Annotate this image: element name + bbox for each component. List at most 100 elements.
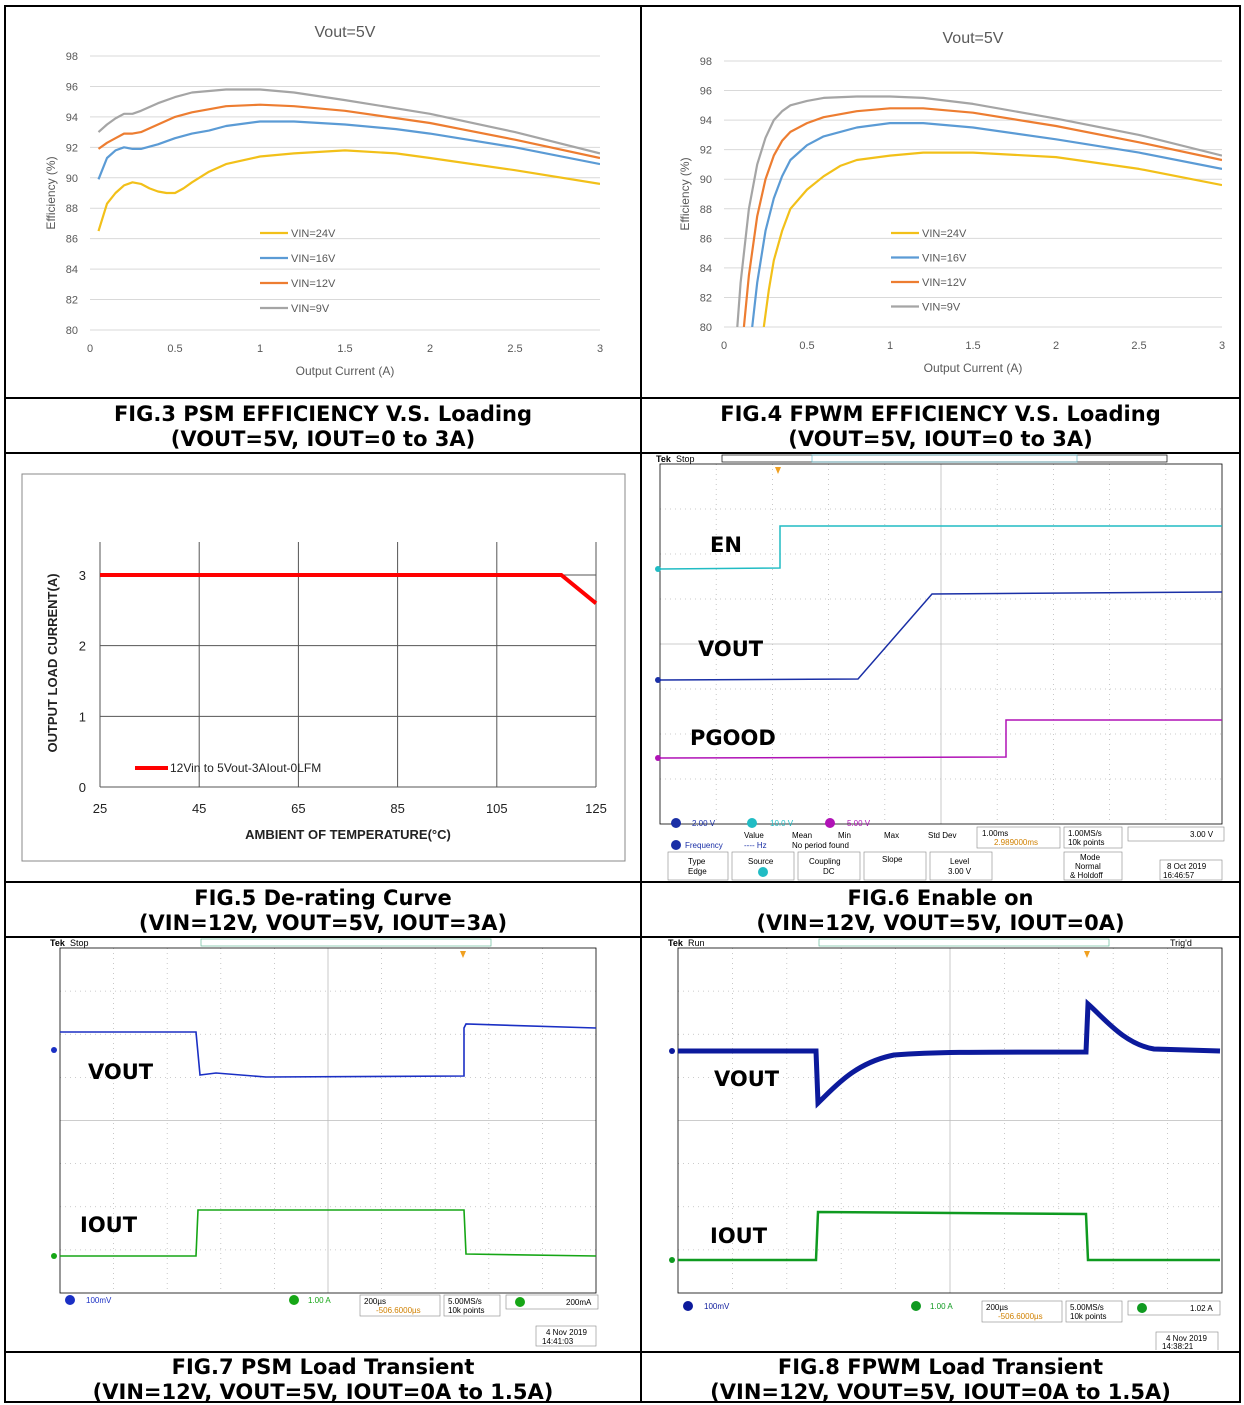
x-tick-label: 1.5 <box>965 340 980 352</box>
trigger-status: Trig'd <box>1170 938 1192 948</box>
pgood-trace <box>659 719 1222 759</box>
scope-status: Stop <box>70 938 89 948</box>
fig7-caption-line2: (VIN=12V, VOUT=5V, IOUT=0A to 1.5A) <box>92 1380 554 1404</box>
menu-slope[interactable]: Slope <box>882 855 903 864</box>
x-tick-label: 1 <box>887 340 893 352</box>
trigger-marker <box>1084 951 1090 958</box>
y-tick-label: 90 <box>700 174 712 186</box>
ch1-scale: 100mV <box>86 1296 112 1305</box>
legend-label: VIN=24V <box>922 228 967 240</box>
scope-time: 14:41:03 <box>542 1337 574 1346</box>
menu-level-value: 3.00 V <box>948 867 972 876</box>
meas-header-mean: Mean <box>792 831 812 840</box>
ch3-scale: 5.00 V <box>847 819 871 828</box>
menu-source[interactable]: Source <box>748 857 774 866</box>
label-vout: VOUT <box>88 1060 154 1084</box>
x-tick-label: 1.5 <box>337 343 352 355</box>
trigger-position: 2.989000ms <box>994 838 1038 847</box>
fig7-caption-line1: FIG.7 PSM Load Transient <box>171 1355 475 1379</box>
menu-mode[interactable]: Mode <box>1080 853 1101 862</box>
scope-date: 4 Nov 2019 <box>546 1328 587 1337</box>
y-tick-label: 82 <box>66 295 78 307</box>
series-line <box>751 121 1222 327</box>
y-tick-label: 86 <box>700 233 712 245</box>
meas-value: ---- Hz <box>744 841 767 850</box>
series-line <box>100 573 598 605</box>
scope-graticule <box>60 948 596 1293</box>
menu-mode-value-2: & Holdoff <box>1070 871 1104 880</box>
series-line <box>97 120 600 180</box>
y-tick-label: 3 <box>79 568 86 583</box>
meas-header-stddev: Std Dev <box>928 831 956 840</box>
ch4-marker <box>669 1257 675 1263</box>
series-line <box>742 107 1222 327</box>
y-tick-label: 94 <box>700 115 712 127</box>
chart-title: Vout=5V <box>943 30 1004 47</box>
y-tick-label: 92 <box>66 142 78 154</box>
x-tick-label: 2 <box>427 343 433 355</box>
vout-trace <box>659 591 1223 681</box>
x-tick-label: 85 <box>390 801 404 816</box>
meas-header-min: Min <box>838 831 851 840</box>
y-tick-label: 80 <box>66 325 78 337</box>
scope-tek-logo: Tek <box>668 938 684 948</box>
y-tick-label: 98 <box>700 56 712 68</box>
y-tick-label: 94 <box>66 112 78 124</box>
menu-coupling-value: DC <box>823 867 835 876</box>
fig6-scope-screenshot: Tek Stop EN VOUT PGOOD 2.00 V 10.0 V 5.0… <box>652 454 1232 881</box>
fig5-caption-line1: FIG.5 De-rating Curve <box>194 886 452 910</box>
y-tick-label: 0 <box>79 780 86 795</box>
scope-status: Run <box>688 938 705 948</box>
x-tick-label: 125 <box>585 801 607 816</box>
fig3-efficiency-chart: 80 82 84 86 88 90 92 94 96 98 0 0.5 1 1.5 2 2.5 3 Vout=5V… <box>10 10 636 394</box>
ch1-scale: 2.00 V <box>692 819 716 828</box>
y-tick-label: 96 <box>66 81 78 93</box>
y-tick-label: 98 <box>66 51 78 63</box>
y-tick-label: 90 <box>66 173 78 185</box>
fig5-derating-chart: 0 1 2 3 25 45 65 85 105 125 AMBIENT OF TEMPERATURE… <box>10 458 636 878</box>
x-tick-label: 45 <box>192 801 206 816</box>
label-en: EN <box>710 533 742 557</box>
ch1-marker <box>655 677 661 683</box>
sample-rate: 1.00MS/s <box>1068 829 1102 838</box>
scope-graticule <box>660 464 1222 824</box>
menu-coupling[interactable]: Coupling <box>809 857 841 866</box>
meas-header-max: Max <box>884 831 899 840</box>
ch4-marker <box>51 1253 57 1259</box>
meas-note: No period found <box>792 841 849 850</box>
trigger-level: 200mA <box>566 1298 592 1307</box>
vout-trace <box>60 1023 597 1078</box>
x-tick-label: 65 <box>291 801 305 816</box>
fig6-caption-line2: (VIN=12V, VOUT=5V, IOUT=0A) <box>756 911 1125 935</box>
legend-label: VIN=12V <box>922 277 967 289</box>
menu-type[interactable]: Type <box>688 857 706 866</box>
x-axis-label: Output Current (A) <box>296 364 395 378</box>
trigger-position: -506.6000µs <box>376 1306 421 1315</box>
timebase: 200µs <box>986 1303 1008 1312</box>
trigger-level: 1.02 A <box>1190 1304 1213 1313</box>
menu-level[interactable]: Level <box>950 857 969 866</box>
fig8-scope-screenshot: Tek Run Trig'd VOUT IOUT 100mV 1.00 A 20… <box>664 938 1224 1350</box>
scope-date: 4 Nov 2019 <box>1166 1334 1207 1343</box>
y-tick-label: 96 <box>700 86 712 98</box>
chart-frame <box>21 473 626 862</box>
y-tick-label: 82 <box>700 292 712 304</box>
iout-trace <box>678 1210 1220 1262</box>
trigger-level: 3.00 V <box>1190 830 1214 839</box>
x-tick-label: 2.5 <box>507 343 522 355</box>
menu-type-value: Edge <box>688 867 707 876</box>
ch4-scale: 1.00 A <box>308 1296 331 1305</box>
record-length: 10k points <box>448 1306 484 1315</box>
series-line <box>97 88 600 155</box>
label-pgood: PGOOD <box>690 726 776 750</box>
legend-label: VIN=24V <box>291 228 336 240</box>
x-tick-label: 25 <box>93 801 107 816</box>
fig8-caption: FIG.8 FPWM Load Transient (VIN=12V, VOUT… <box>641 1355 1240 1405</box>
fig4-caption-line2: (VOUT=5V, IOUT=0 to 3A) <box>788 427 1093 451</box>
fig8-caption-line2: (VIN=12V, VOUT=5V, IOUT=0A to 1.5A) <box>710 1380 1171 1404</box>
trigger-marker <box>460 951 466 958</box>
meas-name: Frequency <box>685 841 723 850</box>
scope-time: 16:46:57 <box>1163 871 1195 880</box>
fig7-scope-screenshot: Tek Stop VOUT IOUT 100mV 1.00 A 200µs -5… <box>46 938 606 1350</box>
x-axis-label: Output Current (A) <box>924 361 1023 375</box>
